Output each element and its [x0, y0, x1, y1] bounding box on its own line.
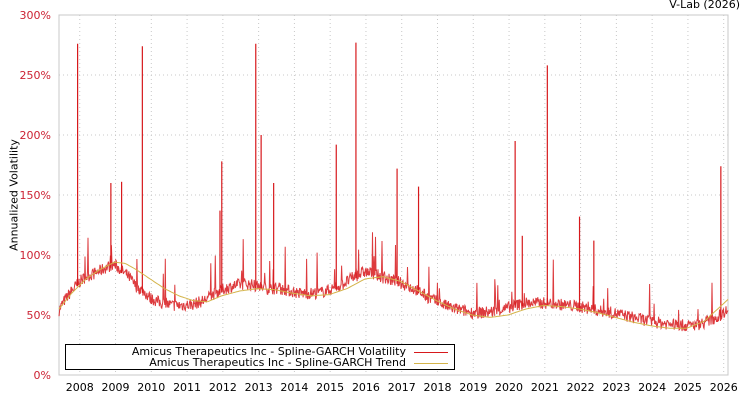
chart-legend: Amicus Therapeutics Inc - Spline-GARCH V… — [65, 344, 455, 370]
x-tick-label: 2025 — [674, 381, 702, 394]
y-tick-label: 150% — [20, 189, 51, 202]
volatility-series — [58, 42, 729, 332]
x-tick-label: 2010 — [137, 381, 165, 394]
x-axis-ticks: 2008 2009 2010 2011 2012 2013 2014 2015 2016 2017… — [66, 381, 738, 394]
x-tick-label: 2021 — [531, 381, 559, 394]
y-tick-label: 0% — [34, 369, 51, 382]
y-tick-label: 200% — [20, 129, 51, 142]
trend-series — [58, 261, 729, 329]
x-tick-label: 2009 — [102, 381, 130, 394]
plot-frame — [58, 14, 729, 376]
legend-item-volatility: Amicus Therapeutics Inc - Spline-GARCH V… — [132, 346, 448, 358]
x-tick-label: 2017 — [388, 381, 416, 394]
legend-label: Amicus Therapeutics Inc - Spline-GARCH T… — [149, 356, 406, 369]
x-tick-label: 2012 — [209, 381, 237, 394]
legend-swatch-red — [414, 351, 448, 353]
x-tick-label: 2016 — [352, 381, 380, 394]
x-tick-label: 2024 — [638, 381, 666, 394]
x-tick-label: 2019 — [459, 381, 487, 394]
x-tick-label: 2014 — [280, 381, 308, 394]
x-tick-label: 2015 — [316, 381, 344, 394]
source-credit: V-Lab (2026) — [669, 0, 740, 11]
y-tick-label: 250% — [20, 69, 51, 82]
legend-item-trend: Amicus Therapeutics Inc - Spline-GARCH T… — [149, 357, 448, 369]
y-axis-label: Annualized Volatility — [7, 139, 21, 251]
x-tick-label: 2020 — [495, 381, 523, 394]
legend-label: Amicus Therapeutics Inc - Spline-GARCH V… — [131, 345, 406, 358]
x-tick-label: 2026 — [710, 381, 738, 394]
x-tick-label: 2013 — [245, 381, 273, 394]
x-tick-label: 2008 — [66, 381, 94, 394]
y-tick-label: 100% — [20, 249, 51, 262]
x-tick-label: 2011 — [173, 381, 201, 394]
x-tick-label: 2018 — [424, 381, 452, 394]
x-tick-label: 2023 — [602, 381, 630, 394]
legend-swatch-gold — [414, 362, 448, 364]
y-axis-ticks: 0% 50% 100% 150% 200% 250% 300% — [20, 9, 51, 382]
y-tick-label: 50% — [27, 309, 51, 322]
x-tick-label: 2022 — [567, 381, 595, 394]
y-tick-label: 300% — [20, 9, 51, 22]
